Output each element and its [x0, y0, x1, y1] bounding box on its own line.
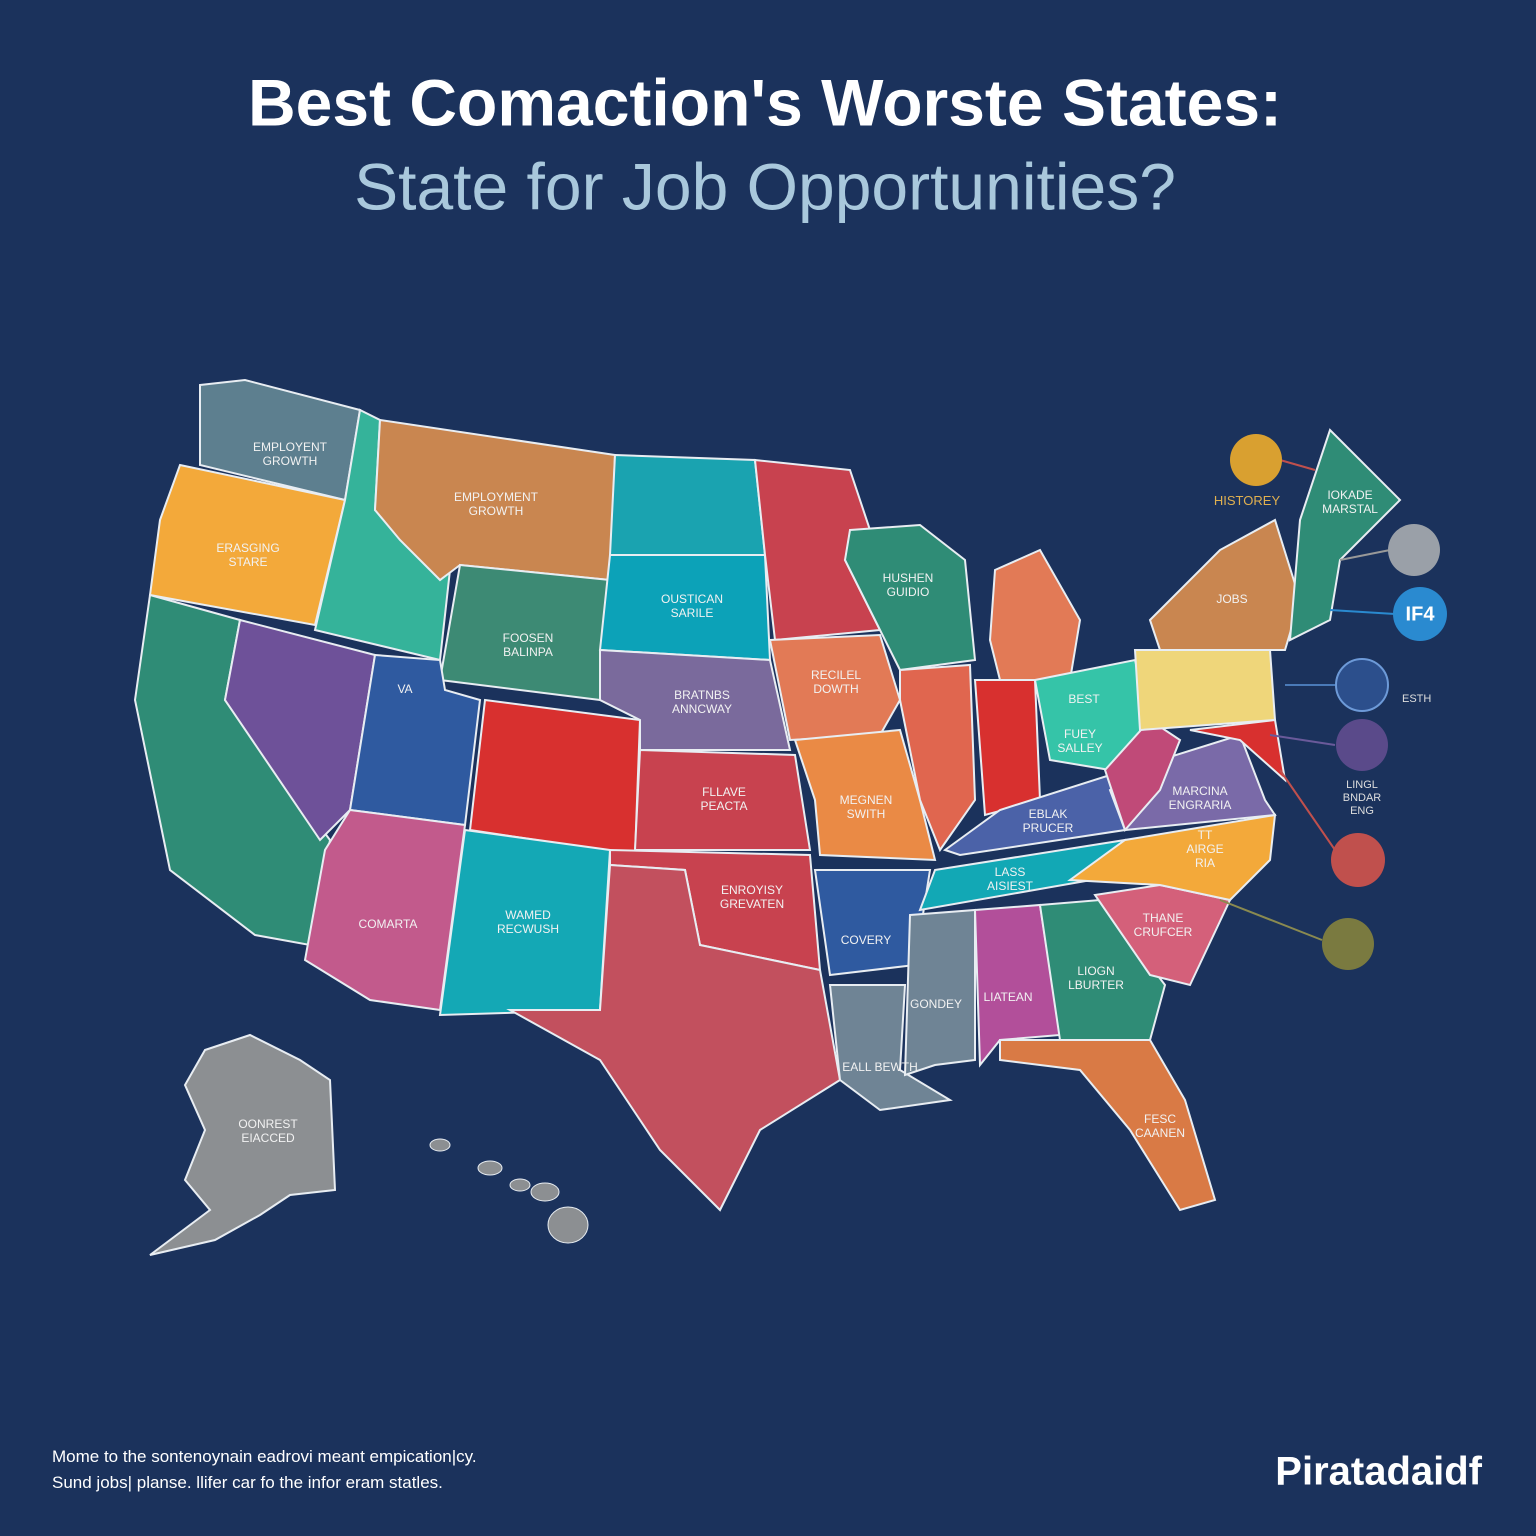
state-label: BALINPA — [503, 645, 553, 659]
state-label: ERASGING — [216, 541, 279, 555]
title: Best Comaction's Worste States: — [248, 65, 1282, 139]
state-label: LASS — [995, 865, 1026, 879]
state — [1067, 813, 1277, 902]
island — [477, 1160, 503, 1176]
brand: Piratadaidf — [1275, 1450, 1482, 1494]
map: EMPLOYENTGROWTHERASGINGSTAREEMPLOYMENTGR… — [133, 378, 1402, 1256]
state-label: AISIEST — [987, 879, 1034, 893]
island — [429, 1138, 451, 1152]
state — [1038, 898, 1167, 1041]
state — [633, 748, 812, 851]
state-label: LBURTER — [1068, 978, 1124, 992]
state-label: EBLAK — [1029, 807, 1068, 821]
state-label: EMPLOYMENT — [454, 490, 539, 504]
island — [509, 1178, 531, 1192]
state-label: BEST — [1068, 692, 1100, 706]
state-label: THANE — [1143, 911, 1184, 925]
state-label: ANNCWAY — [672, 702, 732, 716]
state-label: JOBS — [1216, 592, 1247, 606]
state-label: CRUFCER — [1134, 925, 1193, 939]
state-label: RECILEL — [811, 668, 861, 682]
state — [903, 908, 976, 1077]
state — [223, 618, 377, 842]
state-label: SARILE — [671, 606, 714, 620]
state-label: GROWTH — [469, 504, 524, 518]
footer-text: Sund jobs| planse. llifer car fo the inf… — [52, 1473, 443, 1492]
callout-label: HISTOREY — [1214, 493, 1281, 508]
callout-label: LINGL — [1346, 779, 1378, 791]
footer-text: Mome to the sontenoynain eadrovi meant e… — [52, 1447, 477, 1466]
callout-label: BNDAR — [1343, 792, 1382, 804]
state — [608, 453, 767, 556]
state-label: STARE — [228, 555, 267, 569]
state-label: SWITH — [847, 807, 886, 821]
state-label: RIA — [1195, 856, 1215, 870]
state-label: TT — [1198, 828, 1213, 842]
state-label: AIRGE — [1186, 842, 1223, 856]
state-label: RECWUSH — [497, 922, 559, 936]
state-label: COMARTA — [359, 917, 418, 931]
state-label: MEGNEN — [840, 793, 893, 807]
state-label: SALLEY — [1057, 741, 1102, 755]
state-label: HUSHEN — [883, 571, 934, 585]
state-label: DOWTH — [813, 682, 858, 696]
state-label: OUSTICAN — [661, 592, 723, 606]
callout-label: IF4 — [1406, 603, 1436, 625]
callout-label: ESTH — [1402, 693, 1431, 705]
island — [530, 1182, 560, 1202]
state — [1093, 883, 1232, 987]
state-label: GUIDIO — [887, 585, 930, 599]
state — [768, 633, 902, 742]
state — [148, 463, 347, 627]
island — [547, 1206, 589, 1244]
state-label: LIATEAN — [983, 990, 1032, 1004]
state-label: IOKADE — [1327, 488, 1372, 502]
state-label: FUEY — [1064, 727, 1096, 741]
state-label: LIOGN — [1077, 964, 1114, 978]
state-label: GONDEY — [910, 997, 962, 1011]
callout-label: ENG — [1350, 805, 1374, 817]
state — [1189, 718, 1287, 783]
subtitle: State for Job Opportunities? — [354, 149, 1176, 223]
state — [149, 1033, 337, 1256]
state-label: BRATNBS — [674, 688, 730, 702]
state-label: PRUCER — [1023, 821, 1074, 835]
state-label: MARCINA — [1172, 784, 1227, 798]
state-label: FLLAVE — [702, 785, 746, 799]
state-label: WAMED — [505, 908, 551, 922]
state-label: ENROYISY — [721, 883, 783, 897]
callouts — [1219, 434, 1447, 970]
state-label: CAANEN — [1135, 1126, 1185, 1140]
state — [468, 698, 642, 857]
state-label: PEACTA — [700, 799, 747, 813]
state-label: ENGRARIA — [1169, 798, 1232, 812]
state-label: EALL BEWTH — [842, 1060, 918, 1074]
state — [973, 903, 1062, 1068]
state — [828, 984, 953, 1112]
state — [506, 863, 842, 1212]
state-label: OONREST — [238, 1117, 298, 1131]
state — [1133, 649, 1277, 732]
state-label: GROWTH — [263, 454, 318, 468]
state — [303, 808, 467, 1012]
state-label: VA — [397, 682, 412, 696]
state-label: FOOSEN — [503, 631, 554, 645]
state-label: MARSTAL — [1322, 502, 1378, 516]
state — [899, 663, 977, 853]
state — [973, 679, 1042, 817]
state-label: FESC — [1144, 1112, 1176, 1126]
state-label: EMPLOYENT — [253, 440, 328, 454]
state-label: EIACCED — [241, 1131, 295, 1145]
state — [793, 728, 937, 862]
state-label: COVERY — [841, 933, 891, 947]
state-label: GREVATEN — [720, 897, 784, 911]
state — [843, 523, 977, 672]
state — [999, 1039, 1217, 1212]
